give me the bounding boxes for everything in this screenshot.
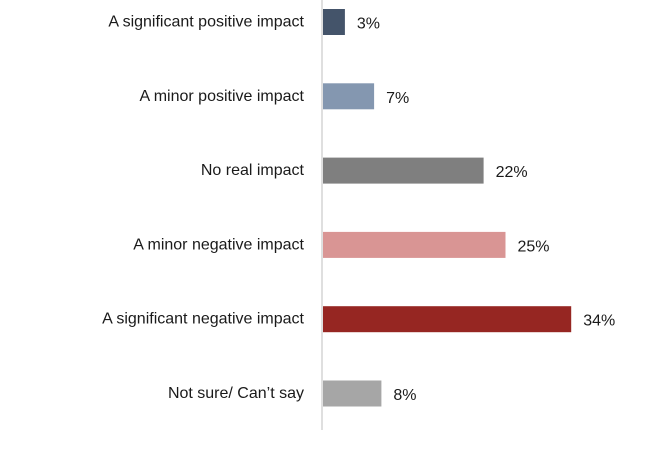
value-label: 34% [583, 313, 615, 330]
bar-3 [323, 231, 506, 258]
category-label: A significant positive impact [108, 14, 304, 31]
value-label: 8% [393, 387, 416, 404]
value-label: 7% [386, 90, 409, 107]
value-label: 22% [496, 164, 528, 181]
bar-5 [323, 380, 382, 407]
value-label: 3% [357, 16, 380, 33]
category-label: A minor positive impact [139, 88, 304, 105]
bar-0 [323, 9, 345, 35]
category-label: A significant negative impact [102, 311, 304, 328]
bar-4 [323, 306, 572, 333]
category-label: No real impact [201, 162, 305, 179]
category-label: Not sure/ Can’t say [168, 385, 304, 402]
bar-1 [323, 83, 375, 110]
labels-layer: A significant positive impact 3% A minor p… [102, 14, 615, 405]
value-label: 25% [518, 238, 550, 255]
bars-layer [323, 9, 572, 407]
bar-2 [323, 157, 484, 184]
category-label: A minor negative impact [133, 236, 304, 253]
